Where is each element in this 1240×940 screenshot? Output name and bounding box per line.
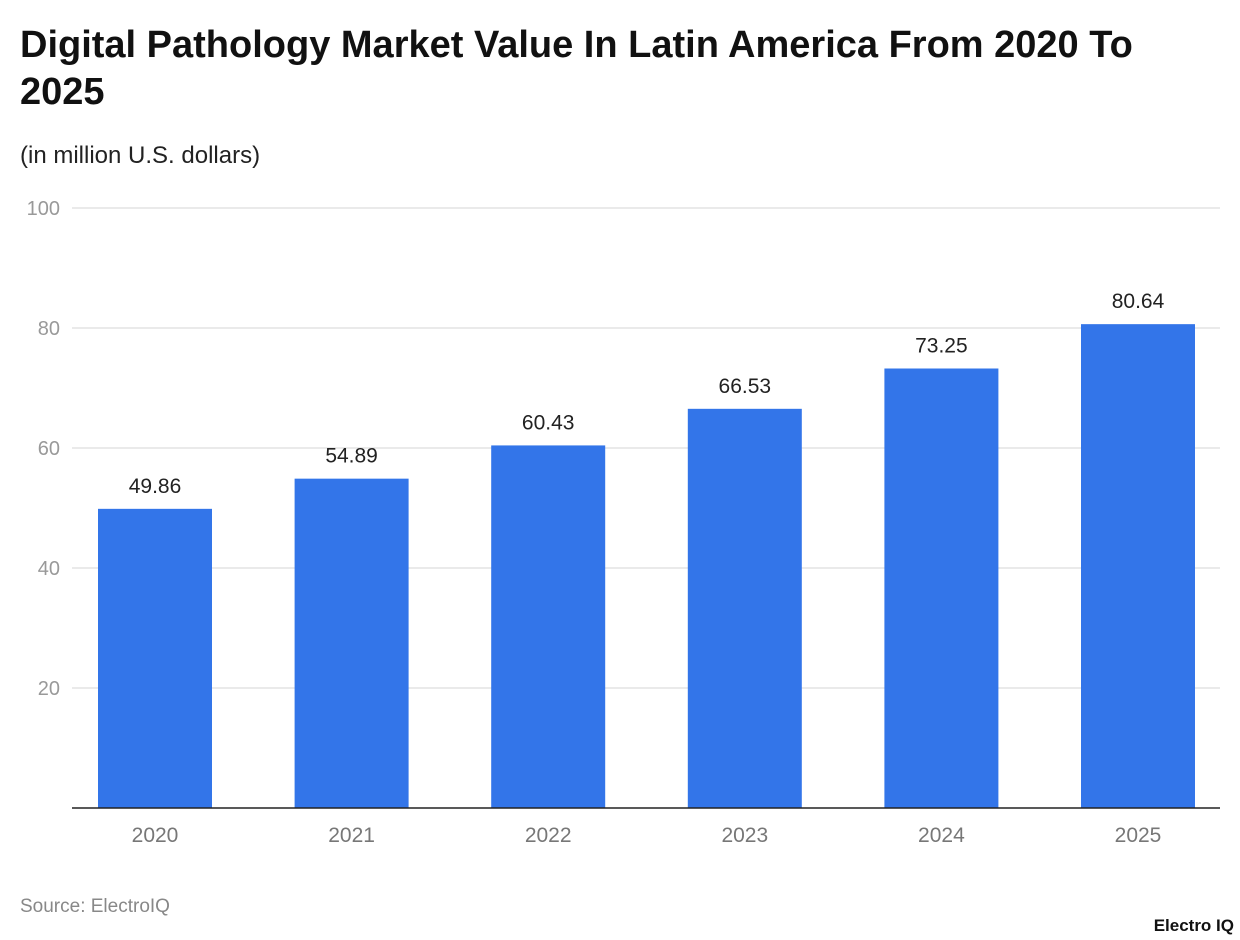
y-tick-label: 80 [38,318,60,340]
chart-title: Digital Pathology Market Value In Latin … [20,24,1133,113]
x-tick-label: 2021 [328,824,375,847]
x-tick-label: 2024 [918,824,965,847]
chart-subtitle: (in million U.S. dollars) [20,142,261,169]
bar-2024 [884,368,999,808]
electroiq-logo: Electro IQ [1153,916,1234,935]
x-tick-label: 2023 [721,824,768,847]
data-label: 66.53 [719,375,772,398]
source-note: Source: ElectroIQ [20,896,170,917]
bar-2020 [98,508,212,808]
bar-2023 [687,408,802,808]
bar-2025 [1081,324,1195,808]
data-label: 60.43 [522,411,575,434]
y-tick-label: 100 [27,198,60,220]
bar-2021 [294,478,409,808]
data-label: 80.64 [1112,290,1165,313]
x-tick-label: 2020 [132,824,179,847]
data-label: 54.89 [325,445,378,468]
bar-2022 [491,445,606,808]
y-tick-label: 40 [38,558,60,580]
x-tick-label: 2025 [1115,824,1162,847]
x-tick-label: 2022 [525,824,572,847]
y-tick-label: 60 [38,438,60,460]
data-label: 49.86 [129,475,182,498]
data-label: 73.25 [915,335,968,358]
y-tick-label: 20 [38,678,60,700]
